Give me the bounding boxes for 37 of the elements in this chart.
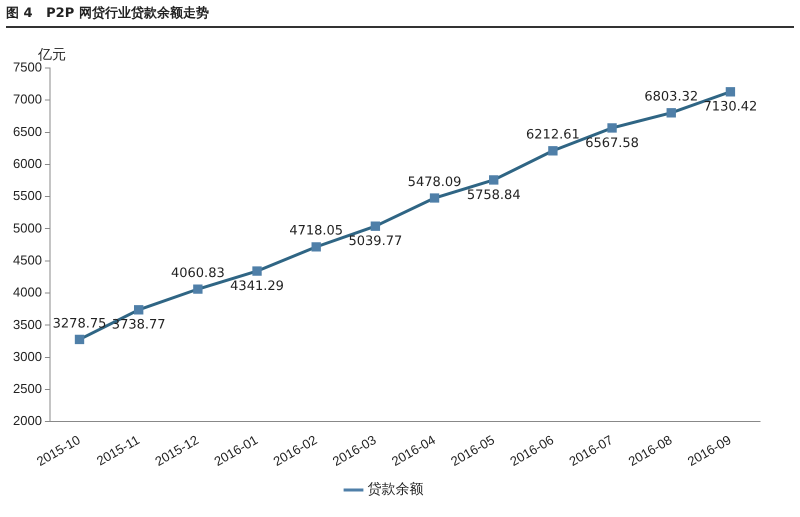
data-label: 5039.77	[348, 234, 402, 250]
data-label: 5478.09	[408, 174, 462, 190]
y-tick-label: 3500	[13, 316, 42, 332]
point	[666, 108, 676, 118]
y-tick-label: 4000	[13, 284, 42, 300]
y-tick-label: 6500	[13, 124, 42, 139]
point	[726, 87, 736, 96]
data-label: 6803.32	[644, 90, 698, 105]
data-label: 4060.83	[170, 266, 225, 282]
data-label: 7130.42	[704, 100, 758, 115]
point	[74, 334, 84, 344]
y-tick-label: 3000	[13, 348, 42, 364]
point	[489, 175, 498, 185]
chart-title: 图 4 P2P 网贷行业贷款余额走势	[6, 4, 794, 28]
y-tick-label: 7000	[13, 92, 42, 107]
legend-label: 贷款余额	[368, 482, 424, 498]
point	[134, 305, 144, 315]
point	[430, 193, 440, 203]
y-tick-label: 5000	[13, 220, 42, 236]
data-label: 3738.77	[112, 318, 166, 333]
data-label: 3278.75	[52, 316, 106, 332]
point	[193, 284, 203, 294]
y-tick-label: 4500	[13, 252, 42, 268]
y-tick-label: 2000	[13, 413, 42, 428]
data-label: 5758.84	[466, 188, 521, 203]
point	[370, 222, 380, 231]
y-tick-label: 5500	[13, 188, 42, 204]
y-tick-label: 6000	[13, 156, 42, 172]
point	[607, 123, 617, 133]
data-label: 4341.29	[230, 278, 284, 294]
point	[548, 146, 558, 156]
point	[252, 266, 262, 276]
data-label: 6212.61	[526, 128, 580, 143]
y-tick-label: 2500	[13, 381, 42, 396]
data-label: 6567.58	[585, 136, 639, 151]
data-label: 4718.05	[289, 224, 344, 239]
point	[312, 242, 321, 252]
